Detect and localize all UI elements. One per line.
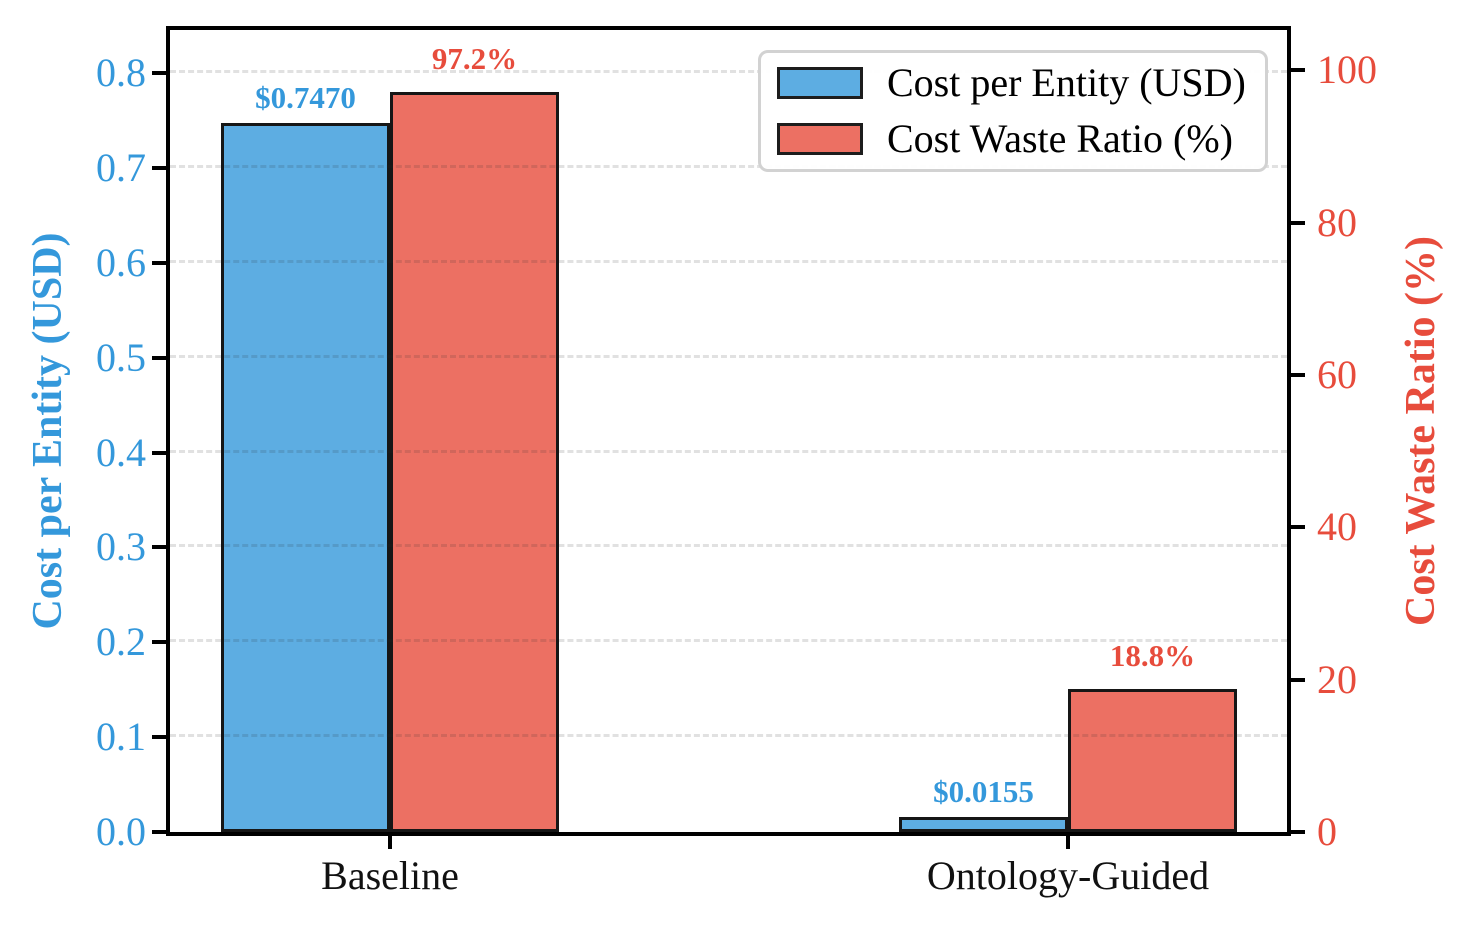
left-axis-tick-label: 0.7	[96, 145, 146, 190]
gridline	[170, 354, 1287, 358]
value-label-cost-1: $0.0155	[933, 774, 1034, 810]
x-axis-tick	[1066, 836, 1070, 849]
left-axis-tick-label: 0.3	[96, 524, 146, 570]
legend-swatch-waste-icon	[777, 123, 863, 155]
gridline	[170, 70, 1287, 74]
left-axis-tick	[152, 735, 166, 740]
left-axis-tick	[152, 71, 166, 76]
left-axis-tick-label: 0.2	[96, 619, 146, 665]
bar-waste-0	[390, 91, 559, 832]
legend-label-waste: Cost Waste Ratio (%)	[887, 116, 1233, 161]
bar-waste-1	[1068, 688, 1237, 832]
right-axis-tick-label: 60	[1317, 352, 1357, 398]
bar-cost-0	[221, 123, 390, 832]
right-axis-tick-label: 40	[1317, 504, 1357, 550]
left-axis-tick-label: 0.8	[96, 50, 146, 96]
value-label-cost-0: $0.7470	[255, 80, 356, 116]
bar-cost-1	[899, 817, 1068, 832]
category-label-1: Ontology-Guided	[926, 853, 1210, 898]
right-axis-tick	[1291, 830, 1305, 834]
legend-row-cost: Cost per Entity (USD)	[777, 63, 1249, 103]
right-axis-tick	[1291, 373, 1305, 378]
gridline	[170, 449, 1287, 453]
right-axis-tick	[1291, 677, 1305, 682]
gridline	[170, 259, 1287, 263]
left-axis-tick-label: 0.5	[96, 334, 146, 380]
left-axis-tick-label: 0.0	[96, 809, 146, 854]
right-axis-tick-label: 100	[1317, 47, 1377, 93]
gridline	[170, 734, 1287, 738]
right-axis-tick-label: 80	[1317, 199, 1357, 245]
legend: Cost per Entity (USD) Cost Waste Ratio (…	[758, 50, 1268, 172]
left-axis-tick	[152, 355, 166, 360]
plot-area: $0.7470 $0.0155 97.2% 18.8%	[170, 30, 1287, 832]
left-axis-tick	[152, 260, 166, 265]
left-axis-tick-label: 0.4	[96, 429, 146, 475]
value-label-waste-0: 97.2%	[431, 40, 518, 76]
gridline	[170, 165, 1287, 169]
x-axis-tick	[388, 836, 392, 849]
left-axis-tick	[152, 166, 166, 170]
left-axis-tick-label: 0.6	[96, 239, 146, 285]
left-axis-tick	[152, 830, 166, 834]
left-axis-tick	[152, 545, 166, 550]
legend-swatch-cost-icon	[777, 67, 863, 99]
right-axis-title: Cost Waste Ratio (%)	[1398, 235, 1444, 627]
right-axis-tick	[1291, 525, 1305, 530]
left-axis-title: Cost per Entity (USD)	[25, 232, 71, 630]
legend-label-cost: Cost per Entity (USD)	[887, 60, 1246, 105]
right-axis-tick	[1291, 68, 1305, 73]
right-axis-tick-label: 20	[1317, 656, 1357, 702]
category-label-0: Baseline	[321, 853, 459, 898]
legend-row-waste: Cost Waste Ratio (%)	[777, 119, 1249, 159]
gridline	[170, 639, 1287, 643]
right-axis-tick	[1291, 220, 1305, 225]
gridline	[170, 544, 1287, 548]
left-axis-tick	[152, 450, 166, 455]
value-label-waste-1: 18.8%	[1109, 637, 1196, 673]
left-axis-tick	[152, 640, 166, 645]
left-axis-tick-label: 0.1	[96, 714, 146, 760]
right-axis-tick-label: 0	[1317, 809, 1337, 854]
